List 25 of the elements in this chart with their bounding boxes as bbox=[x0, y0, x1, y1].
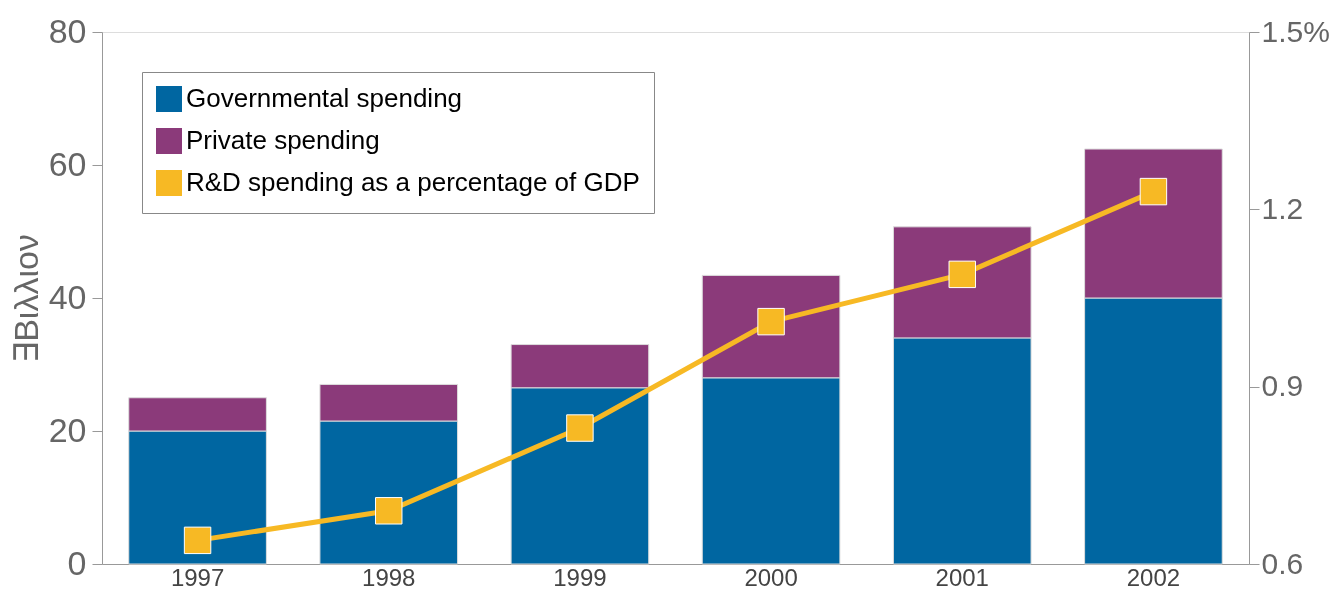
y-tick-label: 0 bbox=[67, 543, 87, 582]
point bbox=[1139, 177, 1168, 206]
y-tick-label: 60 bbox=[48, 144, 87, 183]
point bbox=[183, 526, 212, 555]
y-tick-label: 40 bbox=[48, 277, 87, 316]
y-axis-title: ∃Βιλλιον bbox=[6, 234, 45, 363]
x-tick-label: 1997 bbox=[170, 563, 225, 591]
legend-label: R&D spending as a percentage of GDP bbox=[186, 167, 640, 197]
x-tick-label: 1998 bbox=[362, 563, 416, 591]
point bbox=[375, 497, 403, 525]
y2-tick-label: 1.5% bbox=[1261, 14, 1330, 48]
y2-tick-label: 1.2 bbox=[1261, 191, 1304, 225]
x-tick-label: 2000 bbox=[744, 563, 798, 591]
x-tick-label: 2001 bbox=[935, 563, 989, 591]
y-tick-label: 20 bbox=[48, 410, 87, 449]
x-tick-label: 2002 bbox=[1126, 563, 1181, 591]
point bbox=[566, 414, 594, 442]
point bbox=[757, 307, 785, 336]
x-tick-label: 1999 bbox=[553, 563, 607, 591]
point bbox=[948, 260, 976, 289]
y2-tick-label: 0.6 bbox=[1261, 546, 1304, 580]
y2-tick-label: 0.9 bbox=[1261, 369, 1304, 403]
y-tick-label: 80 bbox=[48, 11, 87, 50]
legend-label: Private spending bbox=[186, 125, 380, 155]
legend-label: Governmental spending bbox=[186, 83, 463, 113]
